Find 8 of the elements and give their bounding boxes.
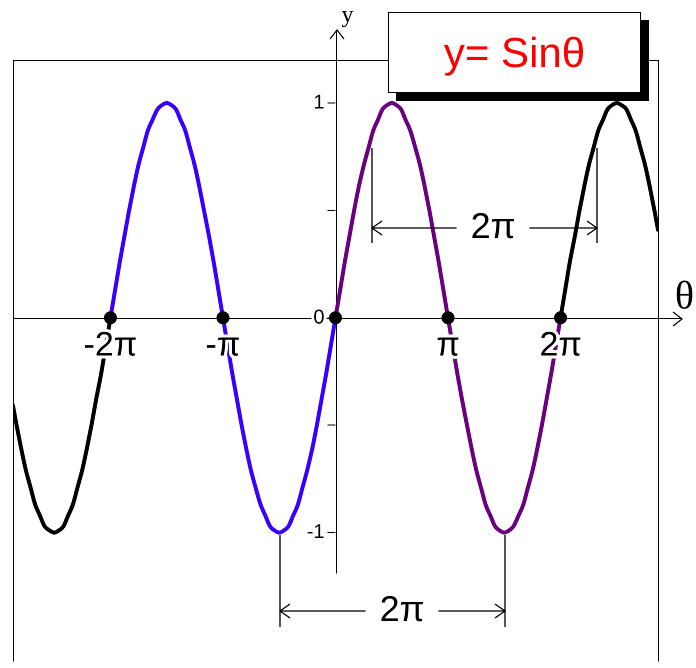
- y-tick-label: -1: [306, 521, 324, 544]
- chart-title: y= Sinθ: [388, 12, 641, 93]
- y-tick-label: 0: [313, 306, 324, 328]
- y-axis-title: y: [342, 2, 354, 28]
- annotation: 2π: [380, 588, 424, 629]
- annotation: 2π: [470, 204, 516, 246]
- x-axis-title: θ: [674, 272, 694, 318]
- y-tick-label: 1: [313, 91, 324, 114]
